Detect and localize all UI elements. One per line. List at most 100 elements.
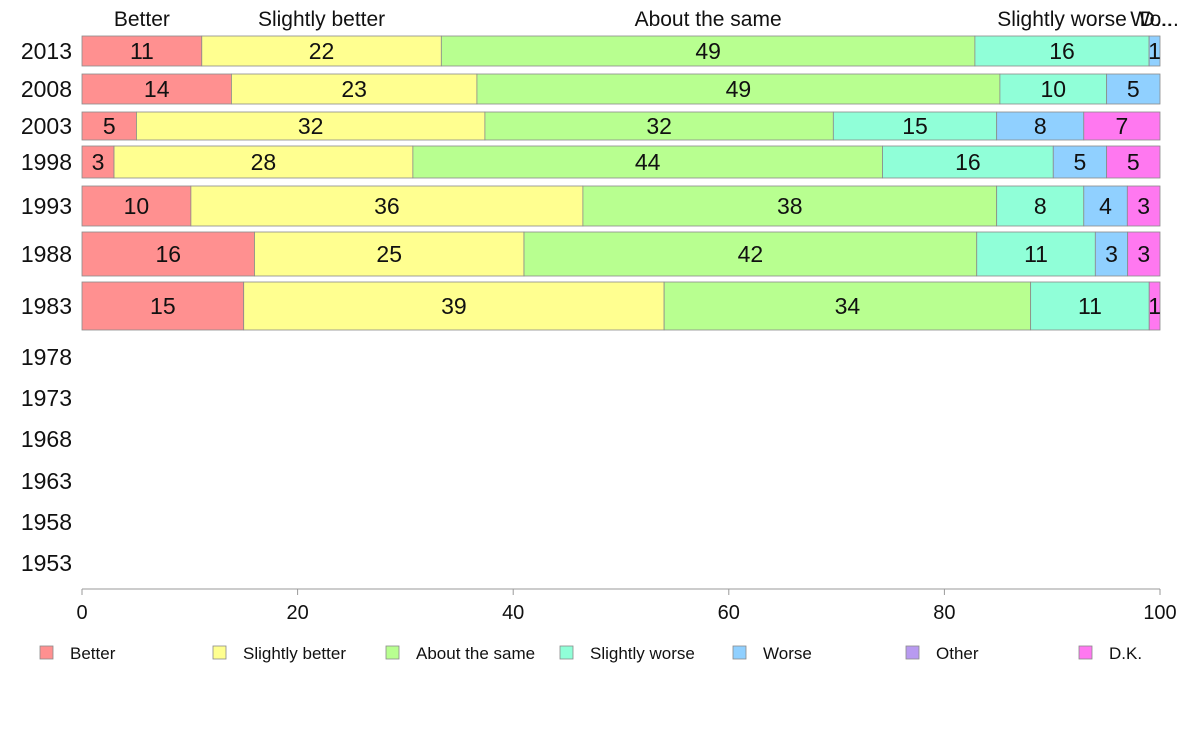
- legend-swatch-slightly-better: [212, 645, 227, 660]
- value-label-2003-slightly-better: 32: [298, 113, 324, 139]
- y-tick-label-1993: 1993: [21, 193, 72, 219]
- bar-1983-slightly-worse: [1030, 281, 1150, 331]
- x-tick-label-80: 80: [933, 602, 955, 624]
- legend-label-worse: Worse: [763, 644, 812, 663]
- value-label-1988-slightly-better: 25: [376, 241, 402, 267]
- legend-swatch-better: [39, 645, 54, 660]
- bar-1993-slightly-worse: [996, 185, 1085, 227]
- value-label-1993-slightly-worse: 8: [1034, 193, 1047, 219]
- bar-2003-d-k-: [1083, 111, 1161, 141]
- bar-2003-about-the-same: [484, 111, 834, 141]
- bar-2003-worse: [996, 111, 1085, 141]
- legend-swatch-slightly-worse: [559, 645, 574, 660]
- bar-2013-slightly-better: [201, 35, 442, 67]
- bar-1983-d-k-: [1148, 281, 1161, 331]
- value-label-2013-about-the-same: 49: [695, 38, 721, 64]
- y-tick-label-2013: 2013: [21, 38, 72, 64]
- value-label-2008-worse: 5: [1127, 76, 1140, 102]
- top-label-0: Better: [114, 8, 170, 31]
- value-label-2013-slightly-worse: 16: [1049, 38, 1075, 64]
- bar-2013-better: [81, 35, 203, 67]
- value-label-2003-slightly-worse: 15: [902, 113, 928, 139]
- bar-1983-better: [81, 281, 245, 331]
- value-label-1983-about-the-same: 34: [835, 293, 861, 319]
- bar-2008-better: [81, 73, 232, 105]
- bar-2003-better: [81, 111, 137, 141]
- value-label-1983-d-k-: 1: [1148, 293, 1161, 319]
- value-label-1998-d-k-: 5: [1127, 149, 1140, 175]
- x-tick-label-60: 60: [718, 602, 740, 624]
- legend-swatch-d-k-: [1078, 645, 1093, 660]
- top-label-4: Wo...: [1130, 8, 1179, 31]
- x-tick-label-40: 40: [502, 602, 524, 624]
- legend-swatch-about-the-same: [385, 645, 400, 660]
- value-label-1993-better: 10: [124, 193, 150, 219]
- x-tick-label-0: 0: [76, 602, 87, 624]
- value-label-2003-d-k-: 7: [1115, 113, 1128, 139]
- value-label-1998-slightly-better: 28: [251, 149, 277, 175]
- bar-1988-slightly-better: [254, 231, 525, 277]
- bar-2013-worse: [1148, 35, 1161, 67]
- bar-1993-about-the-same: [582, 185, 998, 227]
- value-label-2003-worse: 8: [1034, 113, 1047, 139]
- y-tick-label-1998: 1998: [21, 149, 72, 175]
- value-label-2003-about-the-same: 32: [646, 113, 672, 139]
- y-tick-label-1983: 1983: [21, 293, 72, 319]
- legend-label-d-k-: D.K.: [1109, 644, 1142, 663]
- bar-1988-slightly-worse: [976, 231, 1096, 277]
- legend-swatch-worse: [732, 645, 747, 660]
- value-label-2008-slightly-better: 23: [341, 76, 367, 102]
- value-label-1988-slightly-worse: 11: [1024, 241, 1048, 267]
- y-tick-label-2008: 2008: [21, 76, 72, 102]
- value-label-1988-d-k-: 3: [1137, 241, 1150, 267]
- value-label-1993-worse: 4: [1099, 193, 1112, 219]
- value-label-1983-slightly-worse: 11: [1078, 293, 1102, 319]
- bar-1983-slightly-better: [243, 281, 665, 331]
- value-label-2013-worse: 1: [1148, 38, 1161, 64]
- value-label-2013-slightly-better: 22: [309, 38, 335, 64]
- value-label-1993-about-the-same: 38: [777, 193, 803, 219]
- top-label-5: D...: [1140, 8, 1173, 31]
- y-tick-label-2003: 2003: [21, 113, 72, 139]
- value-label-1998-worse: 5: [1074, 149, 1087, 175]
- bar-2013-slightly-worse: [974, 35, 1150, 67]
- value-label-1993-slightly-better: 36: [374, 193, 400, 219]
- top-label-2: About the same: [635, 8, 782, 31]
- bar-2003-slightly-worse: [832, 111, 998, 141]
- value-label-1998-slightly-worse: 16: [955, 149, 981, 175]
- value-label-1988-better: 16: [155, 241, 181, 267]
- bar-1988-worse: [1094, 231, 1129, 277]
- bar-2008-slightly-worse: [999, 73, 1108, 105]
- bar-1998-about-the-same: [412, 145, 883, 179]
- value-label-1998-better: 3: [92, 149, 105, 175]
- bar-1998-d-k-: [1106, 145, 1161, 179]
- x-tick-label-100: 100: [1143, 602, 1176, 624]
- value-label-2008-about-the-same: 49: [726, 76, 752, 102]
- bar-1983-about-the-same: [663, 281, 1032, 331]
- bar-1988-better: [81, 231, 255, 277]
- bar-2008-slightly-better: [231, 73, 478, 105]
- value-label-1988-about-the-same: 42: [738, 241, 764, 267]
- y-tick-label-1968: 1968: [21, 426, 72, 452]
- value-label-2003-better: 5: [103, 113, 116, 139]
- top-label-1: Slightly better: [258, 8, 385, 31]
- bar-2013-about-the-same: [440, 35, 976, 67]
- legend-label-slightly-worse: Slightly worse: [590, 644, 695, 663]
- legend-label-about-the-same: About the same: [416, 644, 535, 663]
- value-label-1993-d-k-: 3: [1137, 193, 1150, 219]
- value-label-1983-slightly-better: 39: [441, 293, 467, 319]
- bar-2003-slightly-better: [136, 111, 486, 141]
- bar-1988-about-the-same: [523, 231, 978, 277]
- y-tick-label-1953: 1953: [21, 550, 72, 576]
- bar-1988-d-k-: [1127, 231, 1161, 277]
- legend-label-slightly-better: Slightly better: [243, 644, 346, 663]
- y-tick-label-1988: 1988: [21, 241, 72, 267]
- bar-2008-about-the-same: [476, 73, 1001, 105]
- value-label-1988-worse: 3: [1105, 241, 1118, 267]
- value-label-1998-about-the-same: 44: [635, 149, 661, 175]
- y-tick-label-1958: 1958: [21, 509, 72, 535]
- bar-1993-d-k-: [1126, 185, 1161, 227]
- y-tick-label-1978: 1978: [21, 344, 72, 370]
- value-label-2013-better: 11: [130, 38, 154, 64]
